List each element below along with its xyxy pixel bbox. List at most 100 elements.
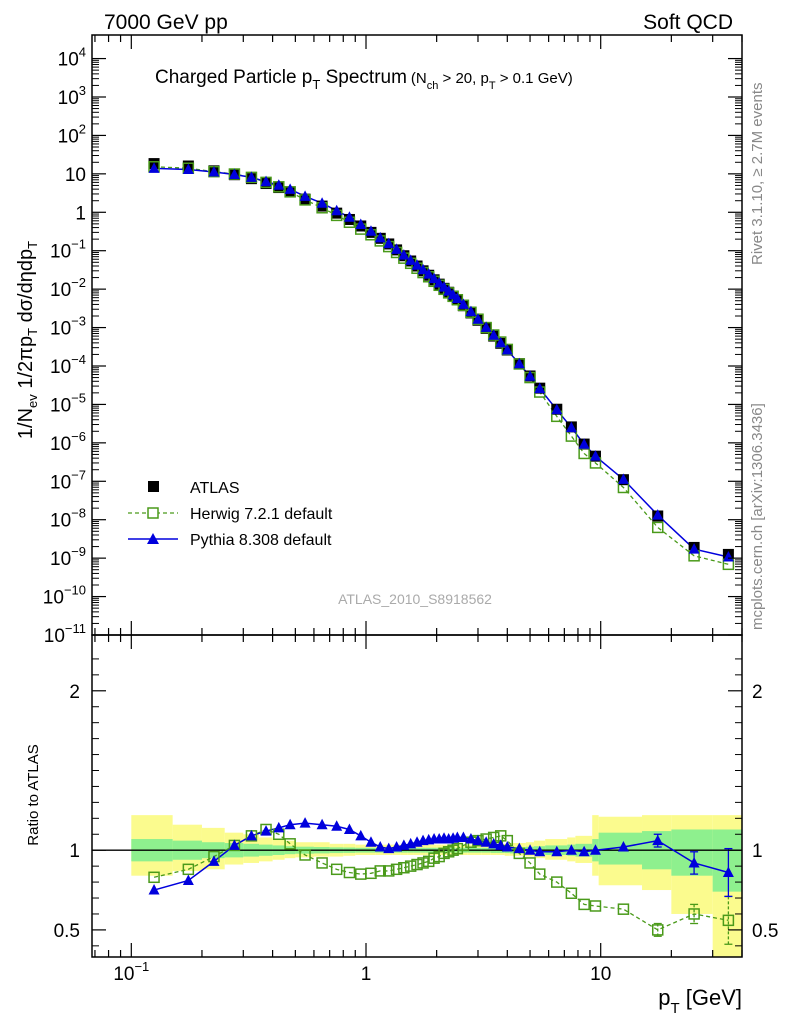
pythia-point [316, 197, 328, 208]
legend: ATLAS Herwig 7.2.1 default Pythia 8.308 … [128, 480, 333, 549]
pythia-point [405, 254, 417, 265]
pythia-ratio-point [488, 837, 500, 849]
herwig-ratio-point [404, 860, 417, 872]
herwig-ratio-point [451, 842, 464, 855]
band-green [712, 829, 742, 892]
pythia-ratio-point [383, 842, 395, 854]
pythia-ratio-point [457, 831, 469, 842]
herwig-ratio-point [589, 900, 602, 912]
ratio-bands [131, 815, 742, 957]
pythia-ratio-point [316, 818, 328, 830]
pythia-ratio-point [524, 844, 536, 855]
main-series [148, 158, 735, 571]
main-y-tick-label: 1 [75, 203, 86, 224]
pythia-ratio-point [565, 844, 577, 855]
main-y-tick-label: 103 [58, 83, 86, 109]
pythia-point [343, 211, 355, 222]
ratio-y-tick-label-right: 2 [752, 682, 763, 703]
pythia-ratio-point [495, 839, 507, 850]
legend-label-pythia: Pythia 8.308 default [190, 532, 332, 549]
main-y-tick-label: 10−10 [43, 583, 86, 609]
legend-marker-herwig [147, 507, 159, 519]
chart-condition: (Nch > 20, pT > 0.1 GeV) [411, 70, 573, 92]
pythia-point [417, 263, 429, 275]
cond-mid: > 20, p [438, 70, 488, 87]
pythia-point [513, 357, 525, 369]
x-tick-label: 10 [590, 964, 611, 985]
pythia-point [433, 276, 445, 288]
main-y-tick-label: 104 [58, 45, 86, 71]
y-axis-label-ratio: Ratio to ATLAS [25, 744, 42, 845]
pythia-point [652, 509, 664, 520]
pythia-ratio-point [480, 836, 492, 847]
main-y-tick-label: 10−8 [50, 506, 86, 532]
legend-label-atlas: ATLAS [190, 480, 240, 497]
pythia-ratio-point [534, 845, 546, 857]
pythia-point [551, 403, 563, 415]
chart-title: Charged Particle pT Spectrum (Nch > 20, p… [155, 67, 573, 92]
cond-tail: > 0.1 GeV) [496, 70, 573, 87]
pythia-point [365, 225, 377, 236]
pythia-ratio-point [245, 829, 257, 841]
main-y-tick-label: 10−5 [50, 390, 86, 416]
pythia-point [383, 237, 395, 249]
pythia-ratio-point [343, 823, 355, 834]
pythia-point [688, 543, 700, 554]
x-axis-label: pT [GeV] [658, 985, 742, 1017]
herwig-ratio-point [534, 868, 546, 880]
herwig-ratio-point [148, 871, 160, 884]
pythia-point [472, 313, 484, 324]
legend-marker-atlas [148, 481, 159, 492]
pythia-ratio-point [355, 829, 367, 841]
y-axis-label-main: 1/Nev 1/2πpT dσ/dηdpT [15, 241, 40, 439]
herwig-ratio-point [411, 858, 423, 871]
cond-sub1: ch [427, 80, 439, 92]
pythia-ratio-point [652, 834, 664, 846]
herwig-ratio-point [299, 849, 311, 861]
pythia-point [374, 231, 386, 243]
pythia-ratio-point [284, 818, 296, 830]
pythia-ratio-point [260, 825, 272, 836]
pythia-point [331, 204, 343, 216]
cond-sub2: T [489, 80, 496, 92]
legend-marker-pythia [147, 533, 159, 544]
pythia-point [245, 171, 257, 182]
herwig-ratio-point [551, 876, 563, 888]
pythia-ratio-point [617, 841, 629, 852]
pythia-point [148, 162, 160, 173]
pythia-point [398, 249, 410, 260]
pythia-point [534, 382, 546, 394]
main-y-tick-label: 10−9 [50, 544, 86, 570]
header-right: Soft QCD [643, 11, 733, 34]
pythia-point [228, 168, 240, 180]
pythia-point [495, 336, 507, 348]
pythia-point [273, 179, 285, 190]
pythia-ratio-point [273, 821, 285, 833]
pythia-point [578, 438, 590, 449]
herwig-ratio-point [565, 887, 578, 899]
herwig-point [651, 521, 664, 534]
main-y-tick-label: 10−7 [50, 467, 86, 493]
ratio-series [148, 817, 735, 945]
main-y-tick-label: 10−11 [44, 621, 86, 647]
cond-a: (N [411, 70, 427, 87]
herwig-ratio-point [617, 903, 630, 915]
chart-title-sub: T [312, 77, 320, 92]
pythia-point [423, 268, 435, 279]
pythia-point [260, 175, 272, 187]
legend-label-herwig: Herwig 7.2.1 default [190, 506, 333, 523]
main-y-tick-label: 10−1 [50, 237, 86, 263]
pythia-ratio-point [331, 820, 343, 831]
main-axes: 10410310210110−110−210−310−410−510−610−7… [43, 35, 743, 647]
herwig-ratio-point [688, 908, 700, 920]
pythia-ratio-point [374, 841, 386, 852]
herwig-ratio-point [343, 866, 356, 879]
pythia-point [617, 473, 629, 484]
pythia-point [488, 329, 500, 340]
pythia-point [451, 292, 463, 304]
herwig-ratio-point [578, 898, 590, 911]
pythia-ratio-point [722, 866, 734, 878]
analysis-id: ATLAS_2010_S8918562 [338, 591, 492, 607]
pythia-point [182, 163, 194, 174]
